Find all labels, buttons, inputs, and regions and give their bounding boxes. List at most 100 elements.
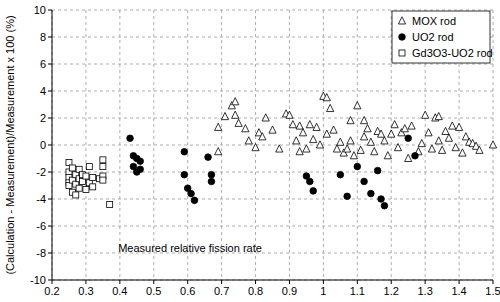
point	[100, 177, 106, 183]
point	[296, 148, 303, 155]
point	[435, 137, 442, 144]
point	[232, 111, 239, 118]
point	[394, 144, 401, 151]
point	[378, 196, 385, 203]
point	[286, 111, 293, 118]
y-grid-line	[52, 280, 493, 281]
point	[476, 146, 483, 153]
point	[418, 139, 425, 146]
x-tick-label: 0.5	[146, 285, 161, 297]
legend-marker	[399, 34, 406, 41]
point	[296, 122, 303, 129]
point	[299, 129, 306, 136]
point	[360, 117, 367, 124]
point	[86, 164, 92, 170]
x-grid-line	[52, 10, 53, 280]
point	[289, 121, 296, 128]
x-tick-label: 1.3	[418, 285, 433, 297]
x-tick-label: 0.4	[112, 285, 127, 297]
y-grid-line	[52, 199, 493, 200]
point	[232, 98, 239, 105]
point	[259, 133, 266, 140]
x-tick	[459, 280, 460, 284]
point	[330, 126, 337, 133]
point	[100, 164, 106, 170]
point	[215, 148, 222, 155]
x-tick-label: 1.4	[451, 285, 466, 297]
point	[391, 121, 398, 128]
point	[381, 202, 388, 209]
x-tick	[52, 280, 53, 284]
y-tick-label: 2	[40, 112, 46, 124]
y-tick	[48, 64, 52, 65]
point	[306, 121, 313, 128]
point	[107, 201, 113, 207]
point	[191, 197, 198, 204]
point	[205, 154, 212, 161]
x-tick-label: 0.7	[214, 285, 229, 297]
point	[188, 190, 195, 197]
point	[208, 171, 215, 178]
point	[181, 148, 188, 155]
y-grid-line	[52, 10, 493, 11]
chart: 0.20.30.40.50.60.70.80.911.11.21.31.41.5…	[0, 0, 500, 302]
point	[364, 125, 371, 132]
point	[381, 137, 388, 144]
point	[439, 146, 446, 153]
point	[337, 138, 344, 145]
point	[384, 152, 391, 159]
x-grid-line	[85, 10, 86, 280]
x-tick-label: 0.6	[180, 285, 195, 297]
point	[293, 137, 300, 144]
point	[388, 130, 395, 137]
point	[367, 138, 374, 145]
x-axis-label: Measured relative fission rate	[118, 242, 262, 254]
point	[303, 145, 310, 152]
point	[76, 185, 82, 191]
point	[350, 152, 357, 159]
point	[459, 149, 466, 156]
x-tick-label: 0.3	[78, 285, 93, 297]
y-tick	[48, 10, 52, 11]
point	[360, 133, 367, 140]
x-grid-line	[357, 10, 358, 280]
point	[242, 125, 249, 132]
point	[435, 112, 442, 119]
point	[221, 112, 228, 119]
legend-label: MOX rod	[412, 15, 456, 27]
point	[310, 135, 317, 142]
point	[428, 145, 435, 152]
point	[127, 135, 134, 142]
point	[408, 122, 415, 129]
x-tick-label: 0.2	[44, 285, 59, 297]
point	[215, 123, 222, 130]
y-tick-label: -6	[36, 220, 46, 232]
point	[371, 148, 378, 155]
point	[337, 171, 344, 178]
y-tick-label: 0	[40, 139, 46, 151]
point	[90, 174, 96, 180]
y-tick-label: -4	[36, 193, 46, 205]
point	[368, 190, 375, 197]
point	[235, 119, 242, 126]
x-tick	[289, 280, 290, 284]
x-tick	[187, 280, 188, 284]
y-tick	[48, 172, 52, 173]
y-grid-line	[52, 91, 493, 92]
point	[347, 137, 354, 144]
y-axis	[52, 10, 53, 280]
point	[462, 133, 469, 140]
x-tick-label: 1.2	[384, 285, 399, 297]
y-tick-label: -2	[36, 166, 46, 178]
point	[489, 141, 496, 148]
point	[442, 127, 449, 134]
point	[90, 184, 96, 190]
legend-label: Gd3O3-UO2 rod	[412, 47, 493, 59]
y-tick-label: 8	[40, 31, 46, 43]
y-tick	[48, 145, 52, 146]
y-tick-label: -8	[36, 247, 46, 259]
point	[361, 178, 368, 185]
point	[452, 144, 459, 151]
point	[137, 158, 144, 165]
x-tick	[357, 280, 358, 284]
